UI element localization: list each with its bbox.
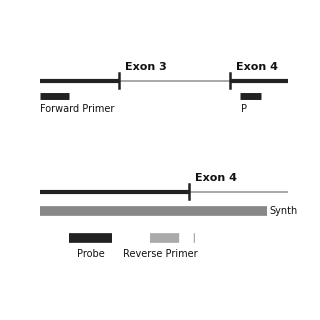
Text: P: P [242, 104, 247, 114]
Text: Exon 3: Exon 3 [125, 62, 166, 72]
Text: Exon 4: Exon 4 [236, 62, 278, 72]
Text: Forward Primer: Forward Primer [40, 104, 114, 114]
Text: Reverse Primer: Reverse Primer [123, 249, 197, 259]
Text: Synth: Synth [269, 206, 298, 216]
Text: Probe: Probe [77, 249, 105, 259]
Text: Exon 4: Exon 4 [195, 173, 237, 183]
